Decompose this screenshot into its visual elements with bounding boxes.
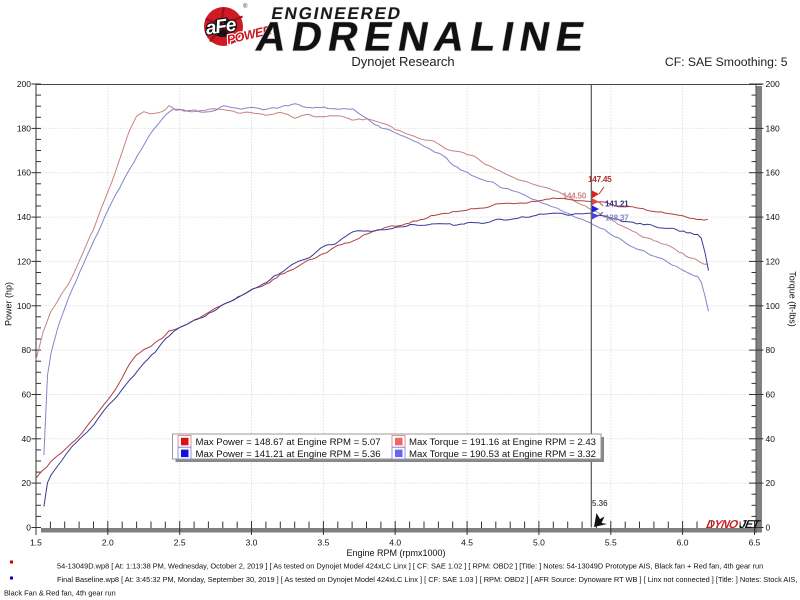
svg-text:0: 0: [766, 523, 771, 533]
svg-text:5.5: 5.5: [605, 538, 617, 548]
svg-text:Final Baseline.wp8 [ At: 3:45:: Final Baseline.wp8 [ At: 3:45:32 PM, Mon…: [57, 575, 797, 584]
svg-text:CF: SAE Smoothing: 5: CF: SAE Smoothing: 5: [665, 55, 788, 69]
svg-text:80: 80: [766, 345, 776, 355]
svg-text:54-13049D.wp8 [ At: 1:13:38 PM: 54-13049D.wp8 [ At: 1:13:38 PM, Wednesda…: [57, 562, 763, 571]
svg-text:120: 120: [17, 256, 31, 266]
svg-text:ADRENALINE: ADRENALINE: [253, 14, 595, 60]
svg-text:4.5: 4.5: [461, 538, 473, 548]
svg-text:180: 180: [17, 123, 31, 133]
svg-text:141.21: 141.21: [605, 200, 629, 209]
svg-text:Max Power = 141.21 at Engine R: Max Power = 141.21 at Engine RPM = 5.36: [196, 449, 381, 460]
svg-text:JET: JET: [738, 518, 761, 531]
svg-text:Max Torque = 191.16 at Engine: Max Torque = 191.16 at Engine RPM = 2.43: [409, 437, 596, 448]
svg-text:Max Torque = 190.53 at Engine: Max Torque = 190.53 at Engine RPM = 3.32: [409, 449, 596, 460]
svg-text:144.50: 144.50: [563, 192, 587, 201]
svg-text:Engine RPM (rpmx1000): Engine RPM (rpmx1000): [346, 548, 445, 558]
svg-text:160: 160: [17, 168, 31, 178]
svg-text:80: 80: [22, 345, 32, 355]
svg-text:120: 120: [766, 256, 780, 266]
svg-text:3.0: 3.0: [246, 538, 258, 548]
svg-text:60: 60: [766, 390, 776, 400]
svg-text:Torque (ft-lbs): Torque (ft-lbs): [788, 271, 798, 327]
svg-text:3.5: 3.5: [317, 538, 329, 548]
svg-text:160: 160: [766, 168, 780, 178]
svg-text:Dynojet Research: Dynojet Research: [351, 54, 454, 69]
svg-text:20: 20: [22, 478, 32, 488]
svg-text:®: ®: [243, 3, 248, 10]
svg-text:6.5: 6.5: [749, 538, 761, 548]
svg-text:100: 100: [766, 301, 780, 311]
svg-text:100: 100: [17, 301, 31, 311]
svg-text:Max Power = 148.67 at Engine R: Max Power = 148.67 at Engine RPM = 5.07: [196, 437, 381, 448]
svg-text:2.0: 2.0: [102, 538, 114, 548]
svg-text:Black Fan & Red fan, 4th gear: Black Fan & Red fan, 4th gear run: [4, 589, 116, 598]
svg-text:180: 180: [766, 123, 780, 133]
svg-text:4.0: 4.0: [389, 538, 401, 548]
svg-text:138.37: 138.37: [605, 214, 629, 223]
svg-text:147.45: 147.45: [588, 175, 612, 184]
svg-text:0: 0: [26, 523, 31, 533]
svg-text:40: 40: [22, 434, 32, 444]
svg-text:20: 20: [766, 478, 776, 488]
svg-text:ENGINEERED: ENGINEERED: [270, 3, 404, 23]
svg-text:1.5: 1.5: [30, 538, 42, 548]
svg-text:Power (hp): Power (hp): [4, 282, 14, 326]
svg-text:5.0: 5.0: [533, 538, 545, 548]
svg-text:140: 140: [766, 212, 780, 222]
svg-text:200: 200: [766, 79, 780, 89]
svg-text:200: 200: [17, 79, 31, 89]
svg-text:5.36: 5.36: [592, 499, 608, 508]
svg-text:2.5: 2.5: [174, 538, 186, 548]
svg-text:140: 140: [17, 212, 31, 222]
svg-text:60: 60: [22, 390, 32, 400]
svg-text:40: 40: [766, 434, 776, 444]
svg-text:6.0: 6.0: [677, 538, 689, 548]
svg-text:DYNO: DYNO: [705, 518, 739, 531]
